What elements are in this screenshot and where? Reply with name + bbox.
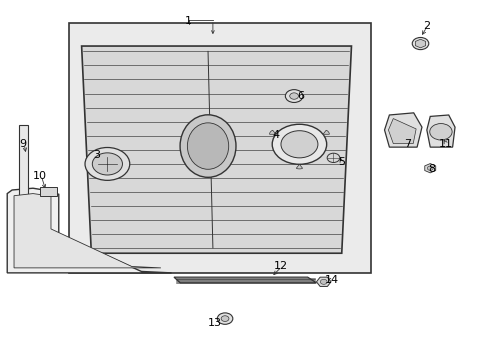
FancyBboxPatch shape (20, 125, 28, 202)
Text: 12: 12 (273, 261, 287, 271)
Polygon shape (387, 118, 415, 144)
Circle shape (272, 124, 326, 164)
Text: 9: 9 (20, 139, 27, 149)
Text: 1: 1 (184, 16, 192, 26)
Wedge shape (296, 164, 302, 169)
Text: 7: 7 (403, 139, 410, 149)
Circle shape (289, 93, 298, 99)
Text: 6: 6 (296, 91, 304, 101)
Ellipse shape (187, 123, 228, 169)
FancyBboxPatch shape (69, 23, 370, 273)
Polygon shape (14, 194, 161, 268)
Circle shape (320, 279, 326, 284)
FancyBboxPatch shape (40, 187, 57, 197)
Polygon shape (81, 46, 351, 253)
Circle shape (281, 131, 317, 158)
Text: 11: 11 (438, 139, 452, 149)
Ellipse shape (180, 115, 236, 177)
Text: 5: 5 (338, 157, 345, 167)
Wedge shape (269, 130, 275, 134)
Polygon shape (415, 39, 425, 48)
Circle shape (221, 316, 228, 321)
Text: 14: 14 (325, 275, 338, 285)
Circle shape (411, 37, 428, 50)
Text: 13: 13 (208, 318, 222, 328)
Circle shape (427, 166, 432, 170)
Text: 8: 8 (427, 164, 434, 174)
Circle shape (285, 90, 302, 103)
Circle shape (217, 313, 232, 324)
Polygon shape (174, 277, 316, 283)
Polygon shape (424, 163, 435, 173)
Text: 3: 3 (93, 150, 100, 160)
Wedge shape (323, 130, 329, 134)
Circle shape (85, 148, 129, 180)
Polygon shape (426, 115, 454, 147)
Text: 2: 2 (423, 21, 429, 31)
Text: 10: 10 (33, 171, 47, 181)
Text: 4: 4 (272, 130, 279, 140)
Circle shape (92, 153, 122, 175)
Polygon shape (316, 277, 330, 287)
Circle shape (429, 123, 451, 140)
Circle shape (326, 153, 339, 162)
Polygon shape (7, 188, 171, 273)
Polygon shape (384, 113, 421, 147)
